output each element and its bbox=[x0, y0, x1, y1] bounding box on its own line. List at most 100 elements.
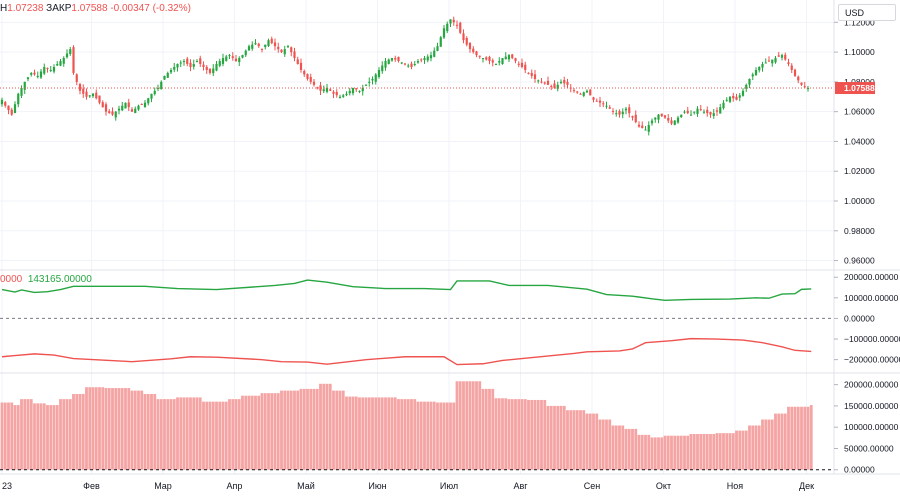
candle-body bbox=[192, 64, 195, 67]
open-interest-bar bbox=[23, 399, 27, 470]
candle-body bbox=[637, 124, 641, 127]
open-interest-bar bbox=[449, 402, 452, 470]
candle-body bbox=[173, 67, 176, 70]
candle-body bbox=[163, 75, 166, 80]
line-pane-tick-label: 200000.00000 bbox=[844, 272, 899, 282]
candle-body bbox=[299, 62, 303, 70]
candle-body bbox=[319, 85, 322, 91]
candle-body bbox=[153, 90, 156, 95]
open-interest-bar bbox=[611, 425, 615, 470]
currency-selector[interactable]: USD bbox=[838, 4, 896, 21]
open-interest-bar bbox=[575, 410, 579, 470]
candle-body bbox=[582, 92, 585, 96]
last-price-tag bbox=[835, 82, 875, 95]
candle-body bbox=[280, 49, 283, 53]
open-interest-bar bbox=[361, 397, 365, 470]
candle-body bbox=[524, 64, 527, 70]
open-interest-bar bbox=[3, 402, 7, 470]
open-interest-bar bbox=[309, 388, 313, 470]
candle-body bbox=[257, 43, 260, 47]
candle-body bbox=[647, 125, 650, 132]
candle-body bbox=[598, 100, 602, 103]
open-interest-bar bbox=[790, 406, 794, 470]
candle-body bbox=[202, 64, 205, 67]
candle-body bbox=[611, 110, 615, 112]
open-interest-bar bbox=[666, 435, 670, 470]
open-interest-bar bbox=[124, 388, 127, 470]
open-interest-bar bbox=[72, 394, 75, 470]
candle-body bbox=[576, 91, 579, 93]
candle-body bbox=[335, 91, 338, 96]
open-interest-bar bbox=[764, 419, 768, 470]
candle-body bbox=[371, 78, 374, 81]
open-interest-bar bbox=[150, 394, 153, 470]
open-interest-bar bbox=[280, 390, 283, 470]
open-interest-bar bbox=[744, 430, 748, 470]
open-interest-bar bbox=[754, 425, 758, 470]
month-label: Сен bbox=[584, 481, 601, 491]
candle-body bbox=[150, 93, 153, 99]
candle-body bbox=[475, 51, 478, 56]
price-tick-label: 1.12000 bbox=[844, 17, 875, 27]
candle-body bbox=[143, 102, 147, 108]
open-interest-bar bbox=[228, 399, 231, 470]
open-interest-bar bbox=[793, 406, 797, 470]
open-interest-bar bbox=[653, 437, 657, 470]
candle-body bbox=[345, 93, 348, 96]
open-interest-bar bbox=[715, 433, 719, 470]
candle-body bbox=[160, 81, 163, 90]
candle-body bbox=[39, 71, 43, 78]
open-interest-bar bbox=[640, 434, 644, 470]
price-axis[interactable]: 1.12000 1.10000 1.08000 1.06000 1.04000 1.020… bbox=[834, 17, 900, 475]
candle-body bbox=[95, 92, 98, 99]
open-interest-bar bbox=[91, 387, 95, 470]
candle-body bbox=[355, 88, 358, 90]
open-interest-bar bbox=[267, 393, 270, 470]
open-interest-bar bbox=[569, 410, 573, 470]
candle-body bbox=[585, 90, 589, 93]
open-interest-bar bbox=[692, 434, 696, 470]
open-interest-bar bbox=[504, 398, 508, 470]
candle-body bbox=[738, 95, 741, 98]
open-interest-bar bbox=[195, 397, 199, 470]
ohlc-legend: Н1.07238 ЗАКР1.07588 -0.00347 (-0.32%) bbox=[0, 3, 191, 14]
open-interest-bar bbox=[416, 401, 420, 470]
open-interest-bar bbox=[546, 405, 550, 470]
open-interest-bar bbox=[614, 425, 618, 470]
candle-body bbox=[286, 46, 290, 48]
candle-body bbox=[628, 107, 631, 114]
candle-body bbox=[218, 61, 221, 66]
open-interest-bar bbox=[432, 401, 436, 470]
open-interest-bar bbox=[101, 387, 105, 470]
candle-body bbox=[59, 61, 62, 66]
open-interest-bar bbox=[263, 393, 267, 470]
indicator-red-value: 0000 bbox=[0, 274, 23, 285]
candle-body bbox=[234, 58, 238, 62]
candle-body bbox=[361, 87, 364, 92]
candle-body bbox=[683, 111, 686, 113]
open-interest-bar bbox=[523, 399, 527, 470]
open-interest-bar bbox=[143, 394, 147, 470]
open-interest-bar bbox=[348, 396, 352, 470]
open-interest-bar bbox=[120, 388, 124, 470]
open-interest-bar bbox=[85, 387, 88, 470]
month-label: Ноя bbox=[727, 481, 744, 491]
open-interest-bar bbox=[176, 397, 179, 470]
candle-body bbox=[608, 107, 611, 109]
candle-body bbox=[169, 69, 173, 73]
time-axis[interactable]: 23 Фев Мар Апр Май Июн Июл Авг Сен Окт Ноя Дек bbox=[2, 481, 814, 491]
open-interest-bar bbox=[202, 401, 205, 470]
candle-body bbox=[546, 80, 550, 85]
candle-body bbox=[82, 88, 85, 94]
candle-body bbox=[426, 56, 429, 61]
open-interest-bar bbox=[728, 433, 732, 470]
open-interest-bar bbox=[52, 405, 56, 470]
bar-pane-tick-label: 150000.00000 bbox=[844, 401, 899, 411]
candle-body bbox=[670, 120, 673, 124]
month-label: Авг bbox=[513, 481, 528, 491]
candle-body bbox=[501, 58, 504, 64]
candle-body bbox=[228, 55, 231, 57]
candle-body bbox=[10, 109, 13, 115]
candle-body bbox=[156, 87, 160, 89]
